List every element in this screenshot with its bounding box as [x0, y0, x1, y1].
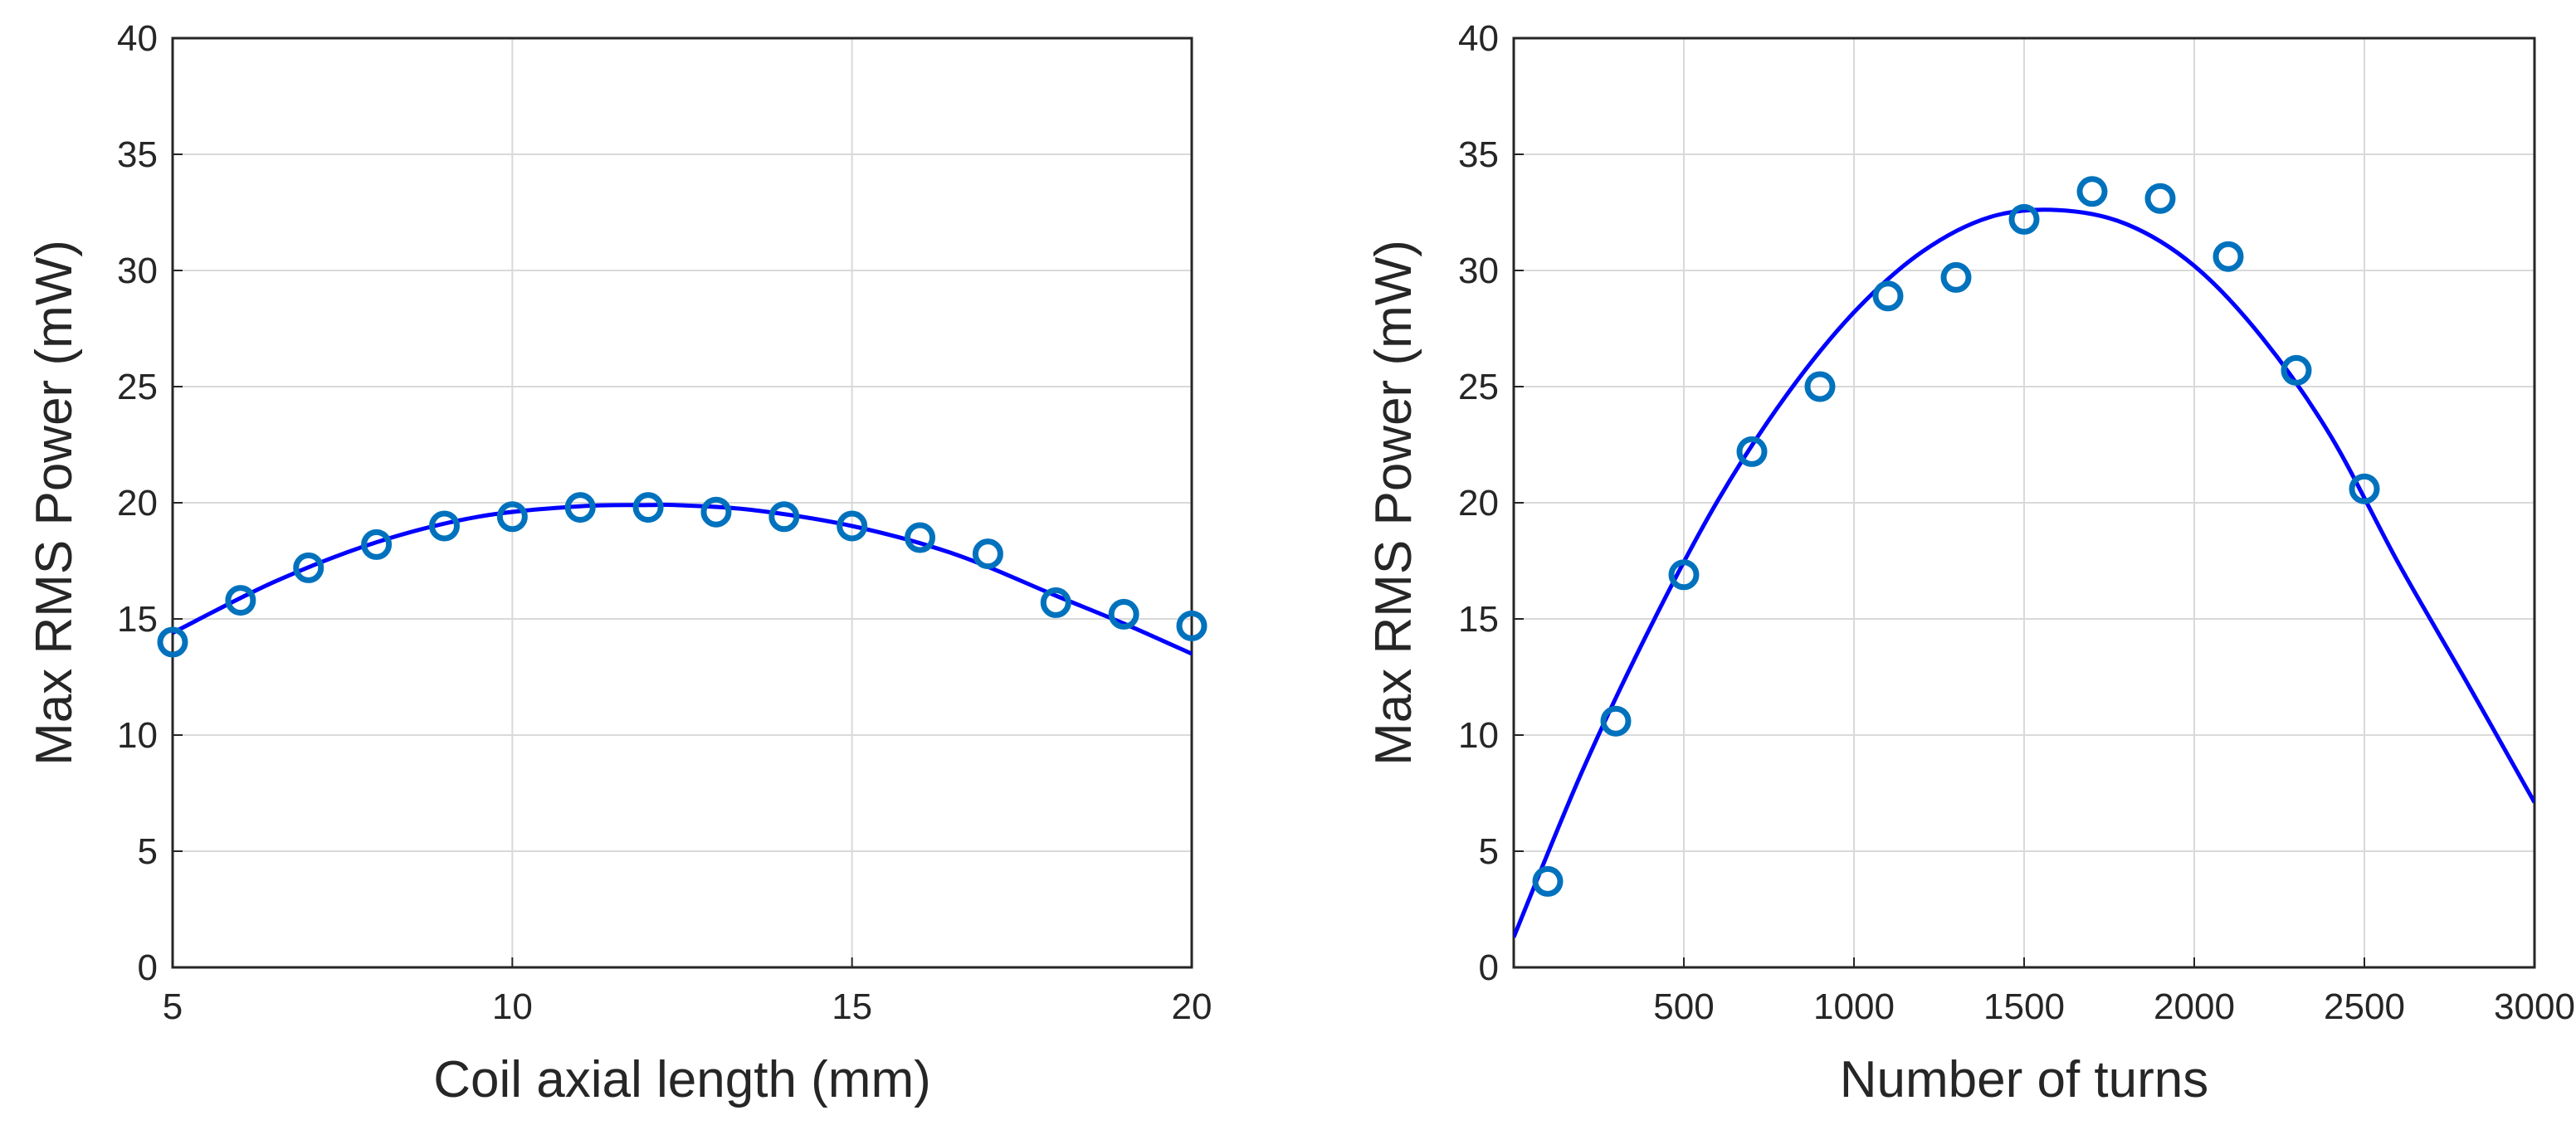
chart-number-of-turns-data-point: [2008, 203, 2040, 235]
chart-coil-length-y-tick-label: 15: [117, 599, 158, 640]
chart-coil-length-data-point: [632, 492, 664, 524]
chart-coil-length-y-tick-label: 35: [117, 134, 158, 175]
chart-coil-length-data-point: [225, 585, 256, 616]
chart-number-of-turns-data-point: [2349, 473, 2380, 504]
chart-coil-length-data-point: [905, 522, 936, 553]
chart-number-of-turns-y-tick-label: 15: [1458, 599, 1499, 640]
chart-coil-length-data-point: [972, 538, 1003, 570]
chart-coil-length-y-tick-label: 5: [138, 831, 158, 872]
chart-coil-length-data-point: [1176, 610, 1208, 641]
chart-number-of-turns-ticks: 0 5 10 15 20 25 30 35 40 500 1000 1500 2000 2500 3000: [1458, 18, 2575, 1027]
chart-coil-length-x-tick-label: 5: [163, 986, 183, 1027]
chart-coil-length-data-point: [1108, 598, 1139, 630]
chart-coil-length-data-point: [768, 501, 800, 533]
chart-number-of-turns-x-axis-label: Number of turns: [1840, 1051, 2209, 1108]
chart-number-of-turns-y-tick-label: 35: [1458, 134, 1499, 175]
chart-number-of-turns-data-point: [2144, 183, 2176, 214]
chart-coil-length-data-point: [157, 626, 188, 658]
chart-coil-length-y-tick-label: 0: [138, 947, 158, 988]
chart-coil-length-x-tick-label: 20: [1172, 986, 1212, 1027]
chart-number-of-turns-data-point: [1872, 280, 1904, 312]
chart-coil-length-y-tick-label: 10: [117, 715, 158, 756]
chart-number-of-turns-y-tick-label: 25: [1458, 367, 1499, 407]
chart-coil-length-data-point: [428, 510, 460, 542]
chart-coil-length-data-point: [837, 510, 868, 542]
chart-number-of-turns-y-tick-label: 20: [1458, 483, 1499, 524]
chart-coil-length-data-point: [700, 496, 732, 528]
chart-number-of-turns-y-axis-label: Max RMS Power (mW): [1365, 240, 1422, 766]
chart-number-of-turns-data-point: [1736, 436, 1768, 467]
chart-number-of-turns-data-point: [1940, 261, 1972, 293]
chart-coil-length-y-tick-label: 30: [117, 251, 158, 291]
chart-coil-length-x-axis-label: Coil axial length (mm): [433, 1051, 931, 1108]
chart-number-of-turns-x-tick-label: 2500: [2324, 986, 2405, 1027]
chart-number-of-turns-y-tick-label: 10: [1458, 715, 1499, 756]
chart-coil-length-data-point: [564, 492, 596, 524]
chart-number-of-turns-data-point: [1532, 865, 1564, 897]
chart-coil-length-data-point: [1040, 587, 1071, 618]
chart-number-of-turns-data-point: [2213, 241, 2244, 272]
chart-coil-length-data-point: [496, 501, 528, 533]
chart-number-of-turns-x-tick-label: 3000: [2494, 986, 2575, 1027]
chart-coil-length-y-tick-label: 20: [117, 483, 158, 524]
chart-coil-length-data-point: [361, 528, 393, 560]
chart-number-of-turns-y-tick-label: 5: [1479, 831, 1499, 872]
chart-number-of-turns-data-point: [1804, 371, 1836, 402]
chart-coil-length-x-tick-label: 15: [832, 986, 872, 1027]
chart-number-of-turns-x-tick-label: 1000: [1813, 986, 1895, 1027]
chart-coil-length-series: [157, 492, 1208, 658]
chart-number-of-turns-y-tick-label: 0: [1479, 947, 1499, 988]
chart-coil-length-y-tick-label: 25: [117, 367, 158, 407]
chart-number-of-turns-data-point: [2076, 176, 2108, 207]
chart-number-of-turns-y-tick-label: 30: [1458, 251, 1499, 291]
chart-number-of-turns-x-tick-label: 500: [1653, 986, 1714, 1027]
chart-number-of-turns-data-point: [1668, 559, 1700, 591]
chart-coil-length-data-point: [293, 552, 324, 583]
chart-number-of-turns-series: [1514, 176, 2535, 938]
chart-number-of-turns-data-point: [2281, 354, 2312, 386]
chart-number-of-turns-y-tick-label: 40: [1458, 18, 1499, 59]
chart-number-of-turns-x-tick-label: 1500: [1983, 986, 2065, 1027]
chart-number-of-turns-data-point: [1600, 705, 1632, 737]
chart-number-of-turns-fit-curve: [1514, 207, 2535, 938]
chart-coil-length-y-axis-label: Max RMS Power (mW): [26, 240, 83, 766]
chart-number-of-turns-x-tick-label: 2000: [2154, 986, 2235, 1027]
chart-coil-length-x-tick-label: 10: [492, 986, 533, 1027]
chart-coil-length-y-tick-label: 40: [117, 18, 158, 59]
